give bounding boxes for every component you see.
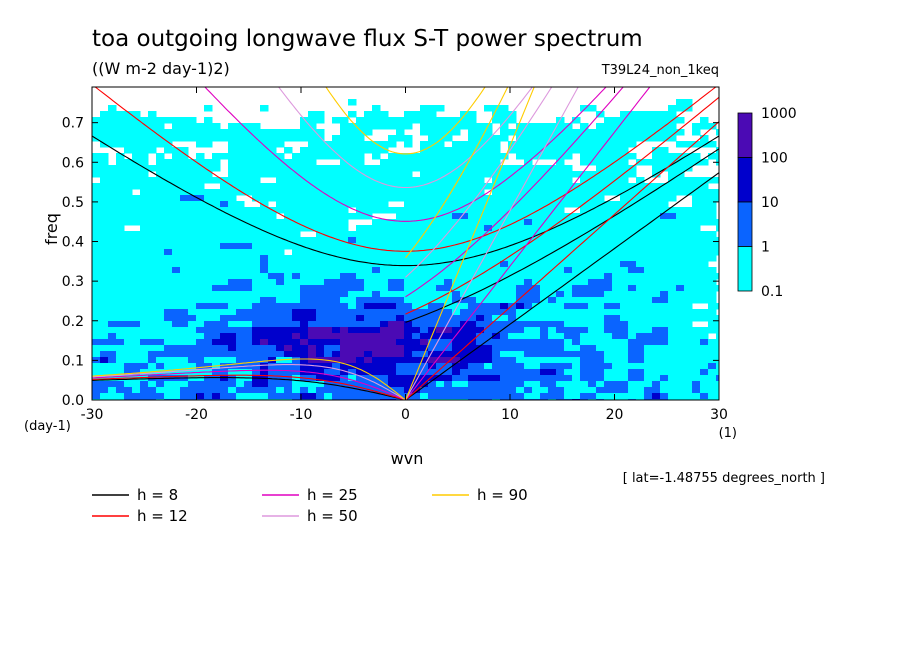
inertio-gravity-curve-h8 bbox=[92, 135, 719, 267]
colorbar: 0.1 1 10 100 1000 bbox=[737, 106, 797, 300]
x-tick-label: 0 bbox=[401, 407, 410, 423]
kelvin-curve-h8 bbox=[405, 172, 719, 400]
kelvin-curve-h12 bbox=[405, 121, 719, 400]
chart-title: toa outgoing longwave flux S-T power spe… bbox=[92, 26, 643, 52]
x-tick-label: -30 bbox=[81, 407, 104, 423]
y-axis-label: freq bbox=[42, 213, 61, 245]
y-tick-label: 0.1 bbox=[62, 353, 84, 369]
dispersion-curves bbox=[92, 87, 719, 400]
legend-label: h = 8 bbox=[137, 486, 178, 504]
y-tick-label: 0.0 bbox=[62, 393, 84, 409]
colorbar-label: 10 bbox=[761, 195, 779, 211]
x-tick-label: -20 bbox=[185, 407, 208, 423]
colorbar-label: 1000 bbox=[761, 106, 797, 122]
legend-label: h = 25 bbox=[307, 486, 358, 504]
x-tick-label: -10 bbox=[290, 407, 313, 423]
inertio-gravity-curve-h25 bbox=[204, 87, 607, 222]
inertio-gravity-curve-h12 bbox=[94, 87, 717, 252]
inertio-gravity-curve-h50 bbox=[278, 87, 533, 189]
y-tick-label: 0.5 bbox=[62, 195, 84, 211]
kelvin-curve-h50 bbox=[405, 87, 579, 400]
mixed-rossby-gravity-curve-h25 bbox=[405, 87, 624, 298]
dataset-label: T39L24_non_1keq bbox=[601, 63, 719, 78]
legend-label: h = 50 bbox=[307, 507, 358, 525]
y-tick-label: 0.7 bbox=[62, 116, 84, 132]
colorbar-swatch bbox=[737, 246, 753, 292]
mixed-rossby-gravity-curve-h12 bbox=[405, 96, 719, 315]
x-tick-label: 30 bbox=[710, 407, 728, 423]
kelvin-curve-h25 bbox=[405, 87, 651, 400]
colorbar-swatch bbox=[737, 201, 753, 247]
y-axis-units: (day-1) bbox=[24, 419, 71, 434]
kelvin-curve-h90 bbox=[404, 87, 535, 400]
x-axis-label: wvn bbox=[391, 449, 424, 468]
mixed-rossby-gravity-curve-h8 bbox=[405, 148, 719, 323]
x-tick-label: 10 bbox=[501, 407, 519, 423]
legend: h = 8 h = 12 h = 25 h = 50 h = 90 bbox=[92, 486, 528, 525]
legend-label: h = 90 bbox=[477, 486, 528, 504]
rossby-curve-h12 bbox=[92, 374, 406, 400]
rossby-curve-h90 bbox=[92, 358, 406, 400]
colorbar-label: 100 bbox=[761, 151, 788, 167]
mixed-rossby-gravity-curve-h90 bbox=[405, 87, 509, 259]
colorbar-label: 1 bbox=[761, 240, 770, 256]
x-axis-units: (1) bbox=[719, 426, 737, 441]
legend-label: h = 12 bbox=[137, 507, 188, 525]
y-tick-label: 0.4 bbox=[62, 235, 84, 251]
y-axis: 0.0 0.1 0.2 0.3 0.4 0.5 0.6 0.7 bbox=[62, 116, 719, 409]
latitude-annotation: [ lat=-1.48755 degrees_north ] bbox=[623, 471, 825, 486]
rossby-curve-h25 bbox=[92, 369, 406, 400]
rossby-curve-h50 bbox=[92, 364, 406, 400]
mixed-rossby-gravity-curve-h50 bbox=[405, 87, 553, 278]
rossby-curve-h8 bbox=[92, 377, 406, 400]
inertio-gravity-curve-h90 bbox=[325, 87, 486, 155]
colorbar-label: 0.1 bbox=[761, 284, 783, 300]
colorbar-swatch bbox=[737, 157, 753, 203]
chart-subtitle: ((W m-2 day-1)2) bbox=[92, 59, 230, 78]
y-tick-label: 0.2 bbox=[62, 314, 84, 330]
colorbar-swatch bbox=[737, 112, 753, 158]
y-tick-label: 0.6 bbox=[62, 155, 84, 171]
x-tick-label: 20 bbox=[606, 407, 624, 423]
x-axis: -30 -20 -10 0 10 20 30 bbox=[81, 87, 728, 423]
y-tick-label: 0.3 bbox=[62, 274, 84, 290]
